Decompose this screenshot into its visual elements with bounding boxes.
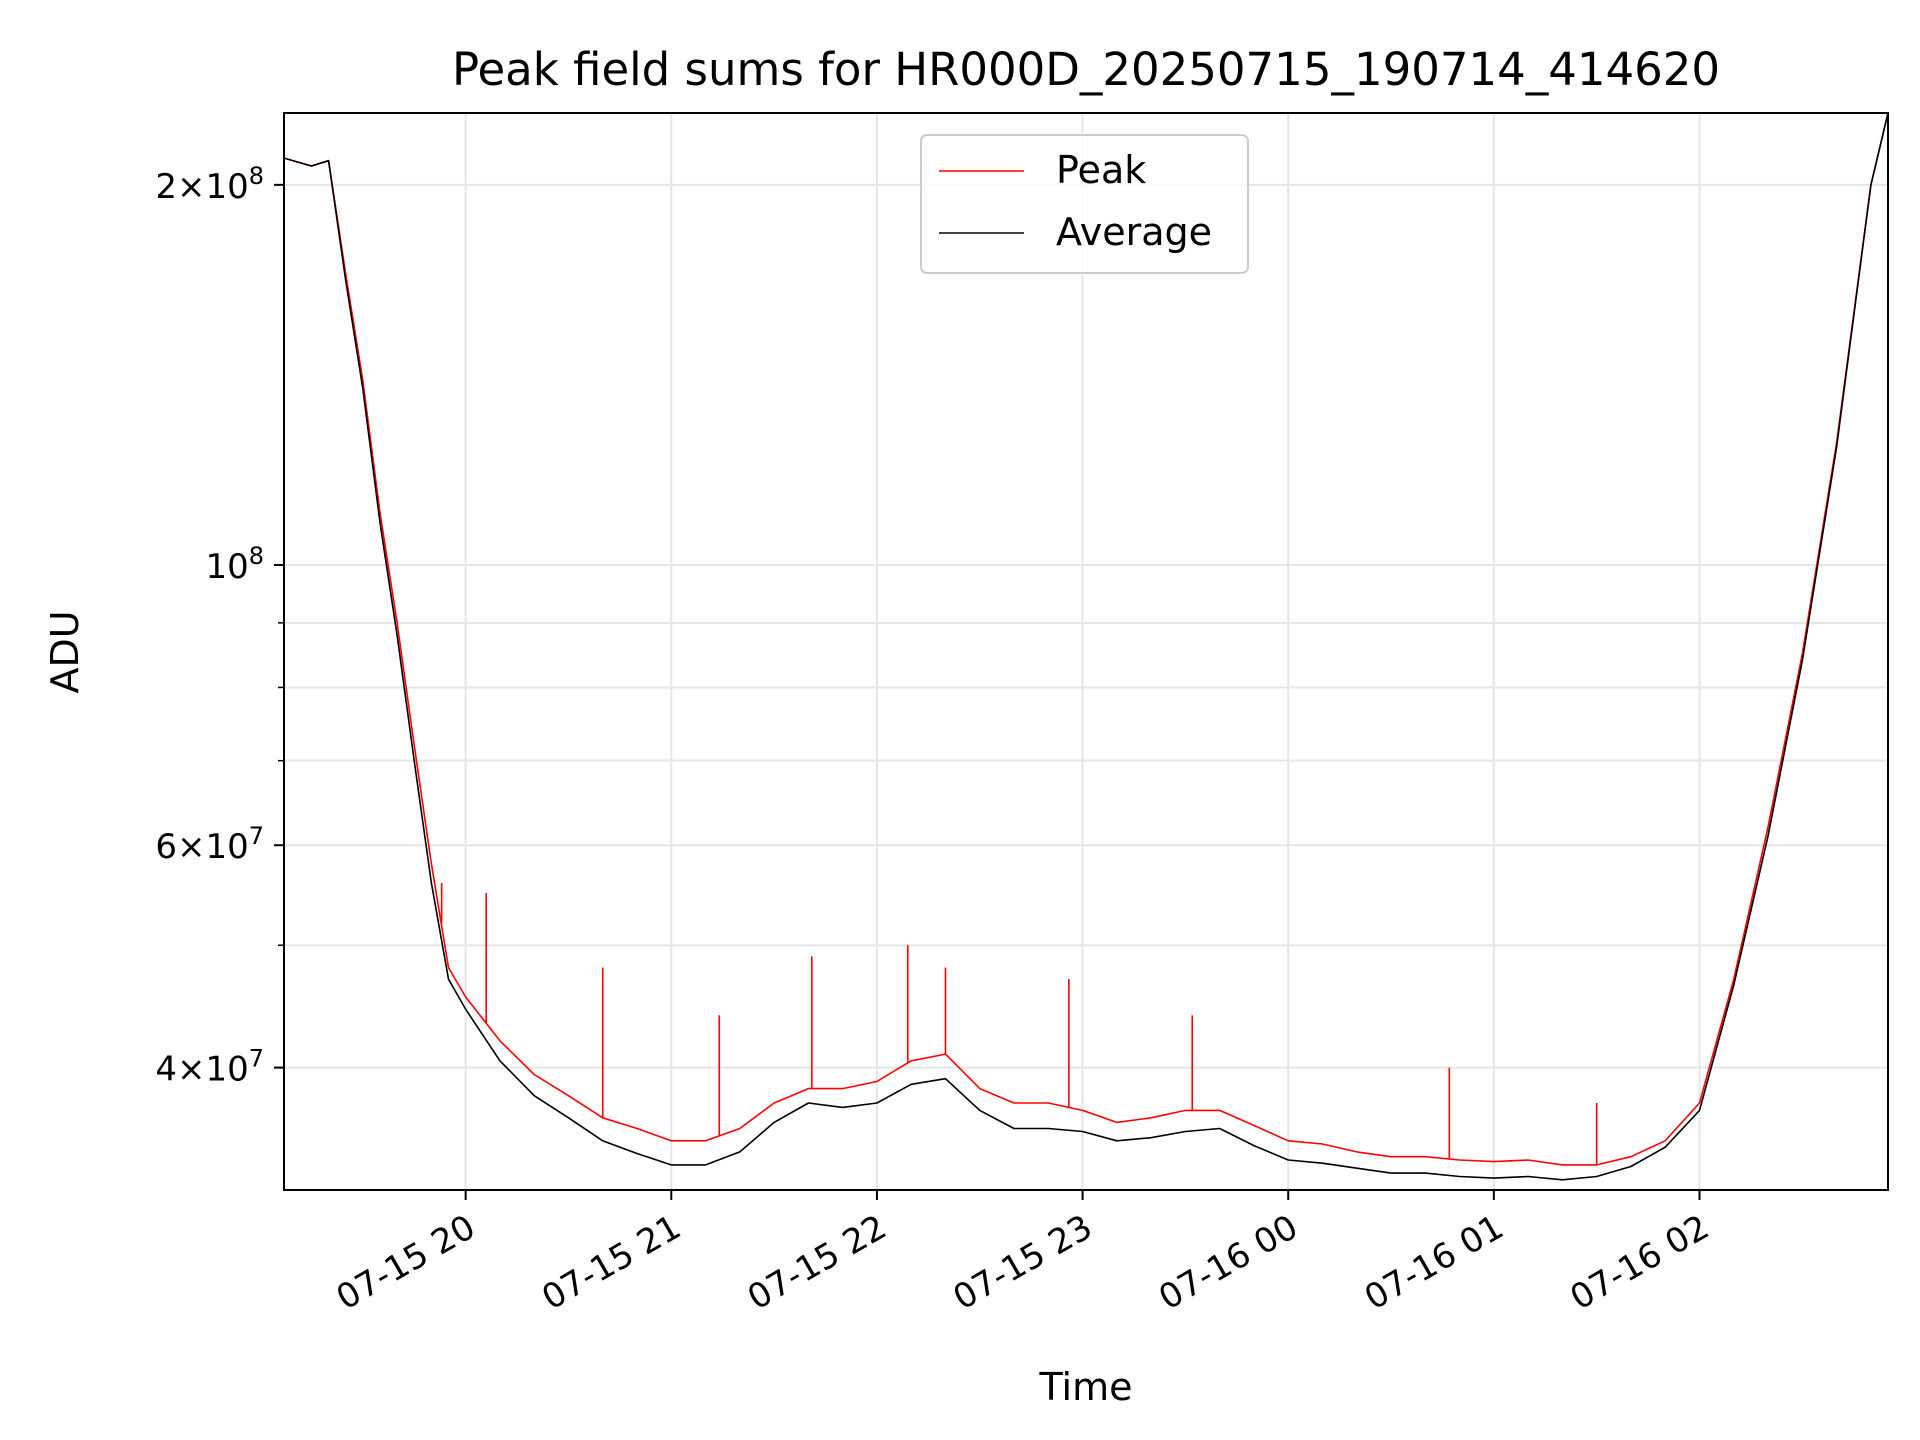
legend-average-label: Average — [1056, 210, 1212, 254]
x-tick-label: 07-15 21 — [535, 1207, 687, 1318]
grid — [284, 113, 1888, 1190]
x-tick-label: 07-16 02 — [1564, 1207, 1716, 1318]
chart-title: Peak field sums for HR000D_20250715_1907… — [452, 43, 1720, 96]
y-axis-label: ADU — [43, 610, 87, 693]
legend-peak-label: Peak — [1056, 148, 1146, 192]
x-tick-label: 07-15 22 — [741, 1207, 893, 1318]
y-tick-label: 4×107 — [155, 1045, 264, 1090]
y-axis: 4×107 6×107 108 2×108 — [155, 162, 284, 1090]
legend-box — [920, 134, 1249, 274]
x-axis: 07-15 20 07-15 21 07-15 22 07-15 23 07-16 00… — [330, 1190, 1716, 1318]
plot-frame — [283, 112, 1889, 1191]
legend: Peak Average — [920, 134, 1249, 274]
x-tick-label: 07-15 23 — [947, 1207, 1099, 1318]
x-axis-label: Time — [1039, 1365, 1133, 1409]
series-average-line — [284, 113, 1888, 1181]
x-tick-label: 07-16 01 — [1358, 1207, 1510, 1318]
series-peak-line — [284, 113, 1888, 1166]
plot-area — [284, 113, 1888, 1181]
x-tick-label: 07-16 00 — [1152, 1207, 1304, 1318]
x-tick-label: 07-15 20 — [330, 1207, 482, 1318]
y-tick-label: 108 — [205, 542, 264, 587]
y-tick-label: 6×107 — [155, 822, 264, 867]
y-tick-label: 2×108 — [155, 162, 264, 207]
